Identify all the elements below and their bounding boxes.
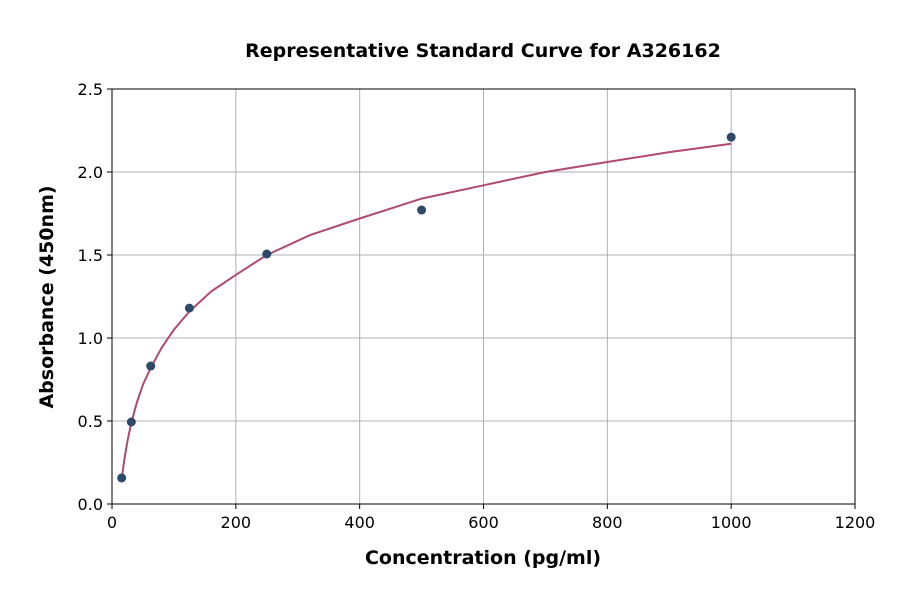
x-tick-label: 600 bbox=[468, 513, 499, 532]
data-point bbox=[184, 303, 194, 313]
plot-frame bbox=[111, 88, 856, 505]
ticks: 0 200 400 600 800 1000 1200 0.0 0.5 1.0 1.5 2.0 2.5 bbox=[78, 80, 876, 532]
y-tick-label: 0.0 bbox=[78, 495, 103, 514]
grid bbox=[111, 88, 856, 505]
y-tick-label: 1.5 bbox=[78, 246, 103, 265]
data-point bbox=[126, 417, 136, 427]
data-point bbox=[262, 249, 272, 259]
x-tick-label: 800 bbox=[592, 513, 623, 532]
chart-title: Representative Standard Curve for A32616… bbox=[245, 40, 721, 62]
data-points bbox=[117, 132, 736, 483]
fit-curve bbox=[120, 142, 732, 480]
y-tick-label: 0.5 bbox=[78, 412, 103, 431]
data-point bbox=[146, 361, 156, 371]
y-tick-label: 2.5 bbox=[78, 80, 103, 99]
y-tick-label: 1.0 bbox=[78, 329, 103, 348]
x-tick-label: 0 bbox=[107, 513, 117, 532]
data-point bbox=[117, 473, 127, 483]
y-axis-label: Absorbance (450nm) bbox=[36, 185, 58, 408]
x-axis-label: Concentration (pg/ml) bbox=[365, 547, 601, 569]
x-tick-label: 200 bbox=[221, 513, 252, 532]
x-tick-label: 1200 bbox=[835, 513, 876, 532]
x-tick-label: 1000 bbox=[711, 513, 752, 532]
data-point bbox=[417, 205, 427, 215]
data-point bbox=[726, 132, 736, 142]
y-tick-label: 2.0 bbox=[78, 163, 103, 182]
x-tick-label: 400 bbox=[344, 513, 375, 532]
